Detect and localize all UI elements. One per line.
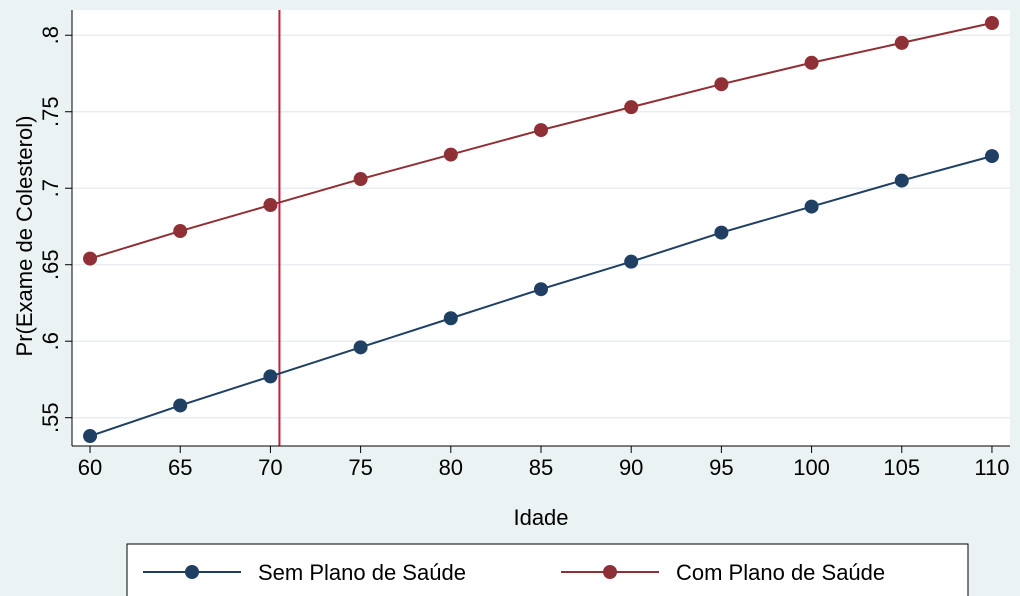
y-axis-title: Pr(Exame de Colesterol)	[12, 116, 37, 357]
x-tick-label: 70	[258, 455, 282, 480]
data-point-series-0	[443, 311, 458, 326]
x-tick-label: 75	[348, 455, 372, 480]
data-point-series-1	[83, 251, 98, 266]
y-tick-label: .55	[38, 402, 63, 433]
data-point-series-1	[984, 16, 999, 31]
x-tick-label: 110	[974, 455, 1009, 480]
series-lines	[83, 16, 999, 444]
legend-label-sem-plano: Sem Plano de Saúde	[258, 560, 466, 585]
x-ticks: 60 65 70 75 80 85 90 95 100 105 110	[78, 446, 1010, 480]
legend-marker-com-plano	[603, 565, 617, 579]
data-point-series-0	[984, 149, 999, 164]
data-point-series-0	[263, 369, 278, 384]
x-tick-label: 105	[883, 455, 920, 480]
data-point-series-1	[173, 224, 188, 239]
legend: Sem Plano de Saúde Com Plano de Saúde	[126, 543, 969, 596]
y-tick-label: .75	[38, 96, 63, 127]
data-point-series-0	[173, 398, 188, 413]
grid-lines	[72, 34, 1010, 419]
y-tick-label: .7	[38, 179, 63, 197]
data-point-series-0	[534, 282, 548, 297]
x-tick-label: 90	[619, 455, 643, 480]
y-tick-label: .65	[38, 249, 63, 280]
legend-marker-sem-plano	[185, 565, 199, 579]
data-point-series-1	[804, 55, 819, 70]
data-point-series-1	[263, 198, 278, 213]
data-point-series-0	[83, 429, 98, 444]
data-point-series-1	[353, 172, 368, 187]
data-point-series-1	[443, 147, 458, 162]
y-ticks: .55 .6 .65 .7 .75 .8	[38, 26, 72, 433]
data-point-series-0	[804, 199, 819, 214]
y-tick-label: .6	[38, 332, 63, 350]
y-tick-label: .8	[38, 26, 63, 44]
data-point-series-1	[714, 77, 729, 92]
x-tick-label: 80	[439, 455, 463, 480]
data-point-series-1	[624, 100, 639, 115]
plot-area	[72, 10, 1010, 446]
data-point-series-0	[353, 340, 368, 355]
x-axis-title: Idade	[513, 505, 568, 530]
data-point-series-0	[714, 225, 729, 240]
data-point-series-1	[534, 123, 548, 138]
x-tick-label: 85	[529, 455, 553, 480]
data-point-series-1	[894, 35, 909, 50]
data-point-series-0	[894, 173, 909, 188]
legend-box	[126, 543, 969, 596]
x-tick-label: 65	[168, 455, 192, 480]
legend-label-com-plano: Com Plano de Saúde	[676, 560, 885, 585]
x-tick-label: 60	[78, 455, 102, 480]
x-tick-label: 95	[709, 455, 733, 480]
x-tick-label: 100	[793, 455, 830, 480]
data-point-series-0	[624, 254, 639, 269]
